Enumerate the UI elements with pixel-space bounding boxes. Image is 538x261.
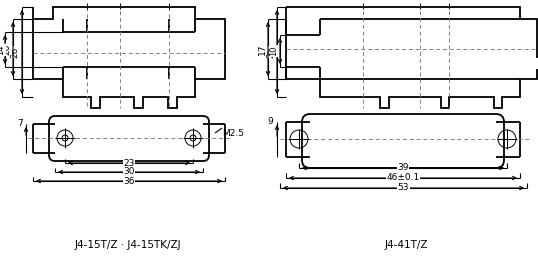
Text: 20: 20 bbox=[3, 43, 11, 55]
Text: 10: 10 bbox=[270, 46, 279, 56]
Text: 46±0.1: 46±0.1 bbox=[386, 174, 420, 182]
Text: 9: 9 bbox=[267, 117, 273, 127]
Text: 39: 39 bbox=[397, 163, 409, 173]
Text: 7: 7 bbox=[17, 120, 23, 128]
Text: J4-41T/Z: J4-41T/Z bbox=[384, 240, 428, 250]
Text: M2.5: M2.5 bbox=[222, 128, 244, 138]
Text: 26: 26 bbox=[266, 46, 275, 58]
FancyBboxPatch shape bbox=[302, 114, 504, 168]
Text: 36: 36 bbox=[123, 176, 134, 186]
Text: 14: 14 bbox=[0, 45, 5, 55]
Text: 53: 53 bbox=[398, 183, 409, 193]
Text: 26: 26 bbox=[11, 46, 19, 58]
Text: 30: 30 bbox=[123, 168, 134, 176]
FancyBboxPatch shape bbox=[49, 116, 209, 161]
Text: J4-15T/Z · J4-15TK/ZJ: J4-15T/Z · J4-15TK/ZJ bbox=[75, 240, 181, 250]
Text: 23: 23 bbox=[123, 158, 134, 168]
Text: 17: 17 bbox=[258, 43, 266, 55]
